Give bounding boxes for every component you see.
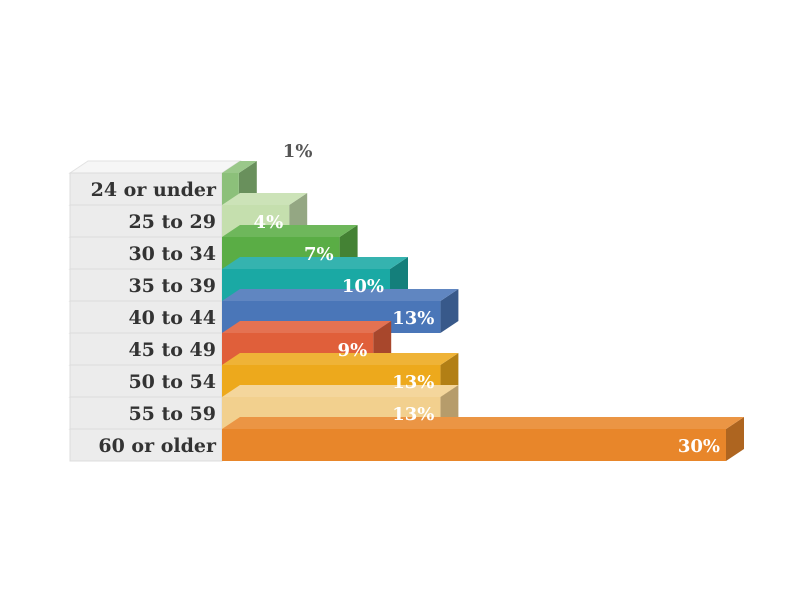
category-label: 40 to 44: [128, 307, 216, 329]
value-label: 7%: [304, 244, 334, 265]
value-label: 9%: [338, 340, 368, 361]
value-label: 4%: [254, 212, 284, 233]
label-block: [68, 160, 242, 206]
value-label: 13%: [392, 404, 434, 425]
value-labels: 1% 4% 7% 10% 13% 9% 13% 13% 30%: [254, 141, 720, 457]
category-labels: 24 or under 25 to 29 30 to 34 35 to 39 40 to…: [91, 179, 217, 457]
value-label: 1%: [283, 141, 313, 162]
category-label: 35 to 39: [128, 275, 216, 297]
category-label-blocks: [68, 160, 242, 462]
bar: [222, 417, 744, 461]
category-label: 30 to 34: [128, 243, 216, 265]
category-label: 24 or under: [91, 179, 217, 201]
category-label: 45 to 49: [128, 339, 216, 361]
bars-group: [222, 161, 744, 461]
value-label: 30%: [678, 436, 720, 457]
category-label: 25 to 29: [128, 211, 216, 233]
value-label: 10%: [342, 276, 384, 297]
category-label: 60 or older: [98, 435, 217, 457]
category-label: 55 to 59: [128, 403, 216, 425]
value-label: 13%: [392, 372, 434, 393]
category-label: 50 to 54: [128, 371, 216, 393]
value-label: 13%: [392, 308, 434, 329]
